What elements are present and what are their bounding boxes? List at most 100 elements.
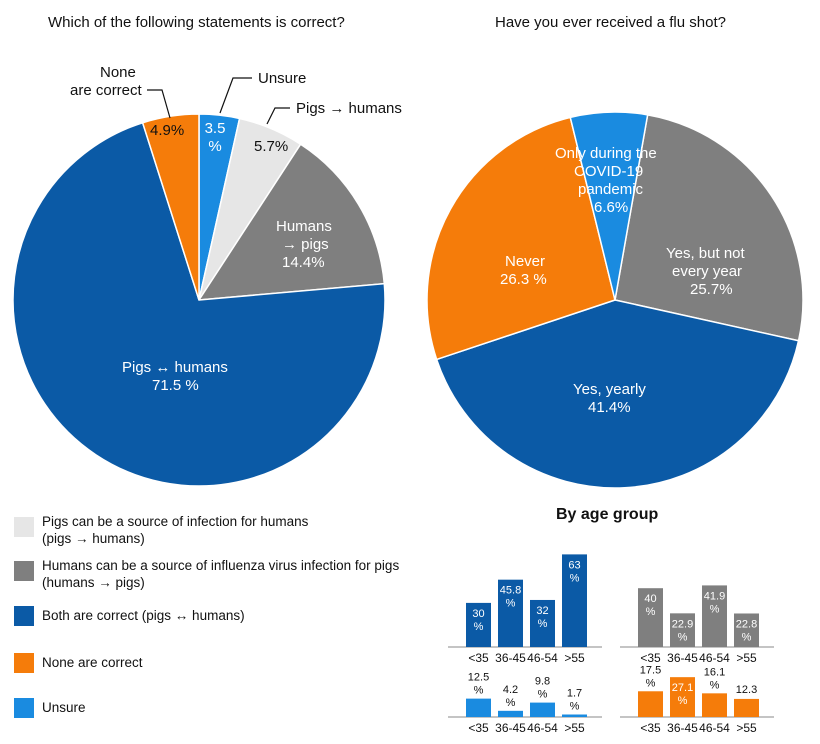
leader-unsure: [219, 77, 252, 114]
bar-label: %: [474, 685, 484, 697]
bar-label: %: [474, 621, 484, 633]
bar: [498, 579, 523, 647]
tick-label: >55: [564, 721, 585, 735]
legend-swatch: [14, 517, 34, 537]
bar-label: 63: [568, 559, 580, 571]
bar: [562, 714, 587, 717]
label-covid-b: COVID-19: [574, 163, 644, 180]
pie-flu-shot: [426, 111, 804, 489]
value-unsure: 3.5 %: [204, 120, 226, 155]
bar-label: %: [506, 598, 516, 610]
bar-label: 22.8: [736, 618, 757, 630]
bar: [530, 702, 555, 717]
tick-label: <35: [640, 651, 661, 665]
pie-slice-0: [614, 113, 804, 342]
legend-text: Both are correct (pigs ↔ humans): [42, 608, 245, 623]
label-none-b: are correct: [70, 82, 142, 99]
bar-label: 27.1: [672, 682, 693, 694]
pie-slice-2: [426, 116, 616, 361]
pie-slice-2: [197, 143, 386, 301]
bar-label: %: [570, 701, 580, 713]
bar: [670, 613, 695, 647]
tick-label: 46-54: [527, 721, 558, 735]
tick-label: >55: [736, 721, 757, 735]
tick-label: <35: [640, 721, 661, 735]
value-h2p: 14.4%: [282, 254, 325, 271]
bar-label: %: [710, 679, 720, 691]
label-unsure: Unsure: [258, 70, 307, 87]
legend-swatch: [14, 698, 34, 718]
bar-label: %: [646, 677, 656, 689]
bar-label: 22.9: [672, 618, 693, 630]
value-p2h: 5.7%: [254, 138, 289, 155]
legend-text: None are correct: [42, 655, 143, 670]
bar: [702, 585, 727, 647]
bar: [734, 613, 759, 647]
bar-label: 40: [644, 593, 656, 605]
bar: [702, 693, 727, 717]
legend-text: Pigs can be a source of infection for hu…: [42, 514, 309, 546]
bar-label: 30: [472, 608, 484, 620]
label-none-a: None: [100, 64, 136, 81]
tick-label: 36-45: [667, 721, 698, 735]
bar-label: 45.8: [500, 585, 521, 597]
bar-label: 32: [536, 605, 548, 617]
tick-label: <35: [468, 721, 489, 735]
value-both: 71.5 %: [152, 377, 199, 394]
legend-swatch: [14, 561, 34, 581]
label-yesnot-a: Yes, but not: [666, 245, 745, 262]
tick-label: 36-45: [495, 651, 526, 665]
bar: [466, 602, 491, 647]
legend-text: Humans can be a source of influenza viru…: [42, 558, 400, 590]
bar-label: %: [538, 618, 548, 630]
leader-lines: [147, 77, 290, 125]
value-never: 26.3 %: [500, 271, 547, 288]
tick-label: >55: [736, 651, 757, 665]
label-yearly: Yes, yearly: [573, 381, 646, 398]
legend-swatch: [14, 606, 34, 626]
bar-label: 9.8: [535, 676, 550, 688]
legend-text: Unsure: [42, 700, 86, 715]
tick-label: >55: [564, 651, 585, 665]
bar: [466, 698, 491, 717]
tick-label: 36-45: [667, 651, 698, 665]
pie-slice-3: [569, 111, 649, 301]
value-covid: 6.6%: [594, 199, 629, 216]
bar-label: %: [678, 631, 688, 643]
pie-slice-4: [141, 113, 200, 301]
label-covid-c: pandemic: [578, 181, 644, 198]
pie-statements: [12, 113, 386, 487]
bar: [638, 691, 663, 717]
label-never: Never: [505, 253, 546, 270]
pie1-title: Which of the following statements is cor…: [48, 14, 345, 31]
label-h2p-b: → pigs: [282, 236, 329, 253]
bar: [638, 588, 663, 647]
tick-label: 46-54: [527, 651, 558, 665]
bar-label: 12.3: [736, 684, 757, 696]
leader-p2h: [266, 107, 290, 125]
bar-title: By age group: [556, 506, 659, 523]
pie2-title: Have you ever received a flu shot?: [495, 14, 726, 31]
label-yesnot-b: every year: [672, 263, 743, 280]
label-covid-a: Only during the: [555, 145, 657, 162]
tick-label: <35: [468, 651, 489, 665]
pie-slice-1: [435, 299, 800, 489]
bar-label: %: [678, 695, 688, 707]
bar-label: 4.2: [503, 684, 518, 696]
bar-label: 41.9: [704, 590, 725, 602]
label-h2p-a: Humans: [276, 218, 332, 235]
pie-slice-3: [12, 121, 386, 487]
bar-label: %: [570, 572, 580, 584]
bar-label: 1.7: [567, 688, 582, 700]
tick-label: 46-54: [699, 721, 730, 735]
bar: [498, 710, 523, 717]
label-p2h: Pigs → humans: [296, 100, 402, 117]
bar-label: %: [646, 606, 656, 618]
age-group-bars: 30% <35 45.8% 36-45 32% 46-54 63% >55 40% <35 22.9…: [448, 554, 774, 735]
bar: [670, 677, 695, 717]
bar: [734, 698, 759, 717]
value-yesnot: 25.7%: [690, 281, 733, 298]
value-yearly: 41.4%: [588, 399, 631, 416]
